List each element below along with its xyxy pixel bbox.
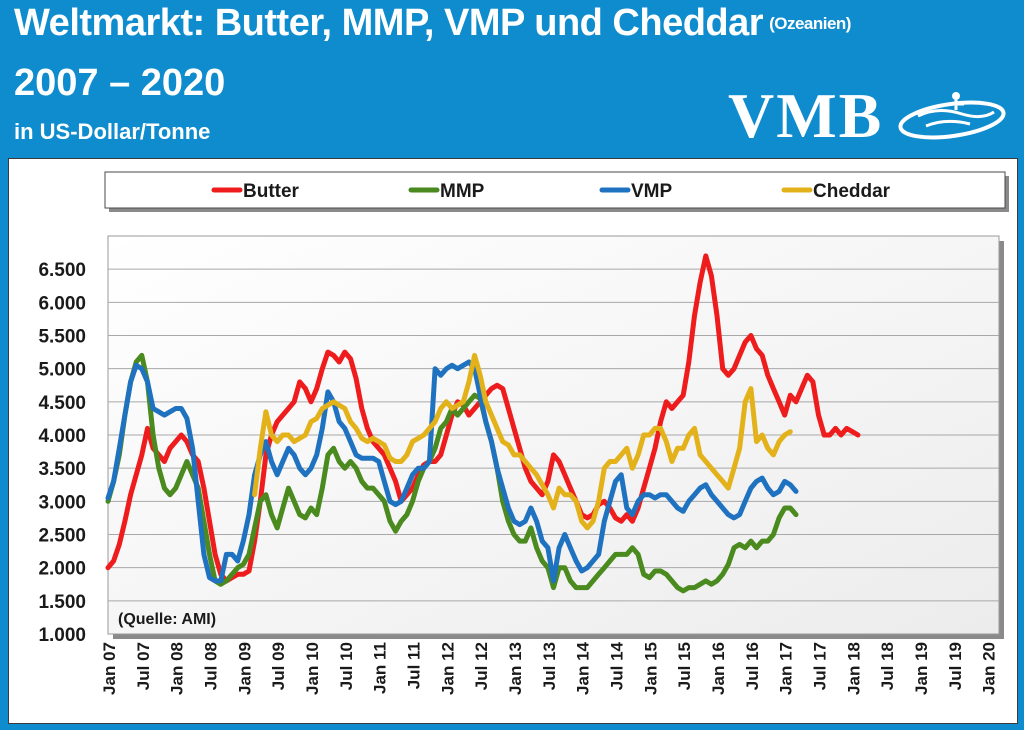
- y-tick-label: 2.500: [38, 526, 86, 547]
- x-tick-label: Jul 10: [337, 642, 356, 690]
- y-tick-label: 6.000: [38, 293, 86, 314]
- legend: [104, 171, 1006, 209]
- y-tick-label: 3.000: [38, 492, 86, 513]
- x-tick-label: Jan 19: [912, 642, 931, 695]
- chart-unit: in US-Dollar/Tonne: [14, 119, 211, 144]
- x-tick-label: Jul 13: [540, 642, 559, 690]
- x-tick-label: Jan 13: [506, 642, 525, 695]
- legend-label-cheddar: Cheddar: [813, 181, 891, 202]
- x-tick-label: Jul 08: [202, 642, 221, 690]
- x-tick-label: Jul 07: [134, 642, 153, 690]
- x-tick-label: Jul 16: [743, 642, 762, 690]
- x-tick-label: Jan 11: [371, 642, 390, 694]
- x-tick-label: Jan 12: [438, 642, 457, 695]
- x-tick-label: Jul 18: [878, 642, 897, 690]
- x-tick-label: Jul 11: [405, 642, 424, 689]
- x-tick-label: Jul 14: [608, 641, 627, 690]
- series-line-cheddar: [252, 352, 793, 531]
- x-tick-label: Jan 20: [980, 642, 999, 695]
- y-tick-label: 5.000: [38, 360, 86, 381]
- y-tick-label: 5.500: [38, 327, 86, 348]
- y-tick-label: 6.500: [38, 260, 86, 281]
- x-tick-label: Jan 17: [777, 642, 796, 695]
- y-tick-label: 3.500: [38, 459, 86, 480]
- x-tick-label: Jul 15: [675, 642, 694, 690]
- x-tick-label: Jul 19: [946, 642, 965, 690]
- x-tick-label: Jan 08: [168, 642, 187, 695]
- chart-title: Weltmarkt: Butter, MMP, VMP und Cheddar (…: [14, 2, 851, 45]
- source-annotation: (Quelle: AMI): [118, 611, 216, 628]
- x-tick-label: Jan 10: [303, 642, 322, 695]
- legend-label-mmp: MMP: [440, 181, 485, 202]
- title-text: Weltmarkt: Butter, MMP, VMP und Cheddar: [14, 2, 764, 44]
- x-tick-label: Jan 18: [844, 642, 863, 695]
- series-line-vmp: [105, 359, 799, 584]
- legend-label-butter: Butter: [243, 181, 300, 202]
- y-tick-label: 1.000: [38, 625, 86, 646]
- chart-years: 2007 – 2020: [14, 62, 226, 104]
- x-tick-label: Jan 16: [709, 642, 728, 695]
- x-tick-label: Jan 07: [100, 642, 119, 695]
- y-tick-label: 1.500: [38, 592, 86, 613]
- vmb-logo-mark-icon: [898, 92, 1006, 140]
- title-note: (Ozeanien): [769, 14, 851, 33]
- x-tick-label: Jan 09: [235, 642, 254, 695]
- vmb-logo: VMB: [728, 80, 884, 151]
- x-tick-label: Jul 12: [472, 642, 491, 690]
- y-tick-label: 2.000: [38, 559, 86, 580]
- y-tick-label: 4.500: [38, 393, 86, 414]
- x-tick-label: Jul 17: [811, 642, 830, 690]
- chart-panel: 1.000 1.500 2.000 2.500 3.000 3.500 4.000 4.500…: [8, 158, 1018, 724]
- legend-label-vmp: VMP: [631, 181, 673, 202]
- y-tick-label: 4.000: [38, 426, 86, 447]
- x-tick-label: Jan 15: [641, 642, 660, 695]
- line-chart: 1.000 1.500 2.000 2.500 3.000 3.500 4.000 4.500…: [38, 171, 1009, 695]
- header: Weltmarkt: Butter, MMP, VMP und Cheddar (…: [0, 0, 1024, 150]
- x-tick-label: Jan 14: [574, 641, 593, 694]
- x-tick-label: Jul 09: [269, 642, 288, 690]
